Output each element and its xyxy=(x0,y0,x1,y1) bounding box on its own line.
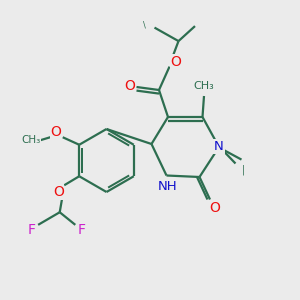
Text: NH: NH xyxy=(158,179,178,193)
Text: O: O xyxy=(53,185,64,199)
Text: N: N xyxy=(214,140,224,153)
Text: \: \ xyxy=(142,20,146,29)
Text: F: F xyxy=(78,223,86,237)
Text: O: O xyxy=(124,79,135,92)
Text: CH₃: CH₃ xyxy=(22,135,41,145)
Text: CH₃: CH₃ xyxy=(194,80,214,91)
Text: O: O xyxy=(171,55,182,69)
Text: O: O xyxy=(51,125,62,139)
Text: F: F xyxy=(28,223,35,237)
Text: O: O xyxy=(209,202,220,215)
Text: |: | xyxy=(242,165,244,175)
